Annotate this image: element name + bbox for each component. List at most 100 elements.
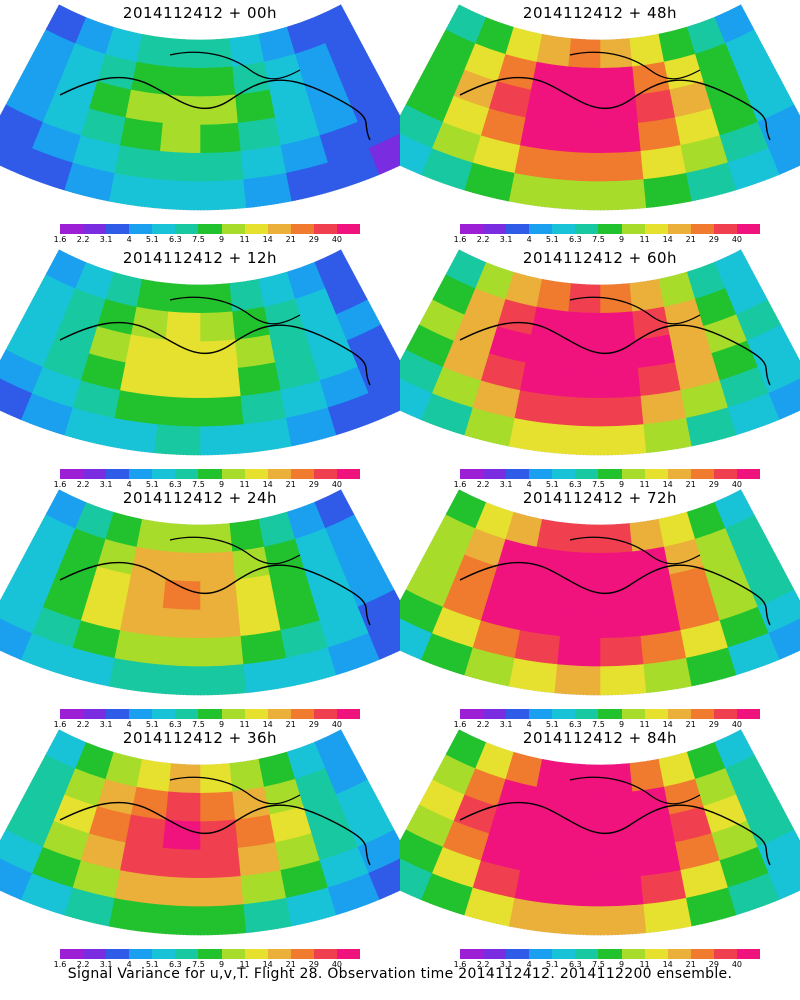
variance-cell xyxy=(535,278,572,313)
variance-map xyxy=(400,4,800,211)
colorbar-swatch xyxy=(598,224,622,234)
variance-cell xyxy=(599,551,636,582)
variance-cell xyxy=(599,66,636,97)
colorbar-tick-label: 9 xyxy=(618,720,625,729)
colorbar-tick-label: 9 xyxy=(618,235,625,244)
colorbar-tick-label: 2.2 xyxy=(76,960,90,969)
colorbar-swatch xyxy=(152,949,176,959)
variance-cell xyxy=(628,518,665,553)
colorbar-tick-label: 7.5 xyxy=(592,480,605,489)
colorbar-labels: 1.6 2.2 3.1 4 5.1 6.3 7.5 9 11 14 21 29 40 xyxy=(454,480,760,490)
colorbar-swatch xyxy=(575,469,599,479)
colorbar-tick-label: 5.1 xyxy=(545,235,559,244)
variance-cell xyxy=(162,94,201,126)
colorbar-swatch xyxy=(60,224,84,234)
colorbar-swatch xyxy=(106,709,130,719)
colorbar-tick-label: 1.6 xyxy=(53,480,67,489)
colorbar-tick-label: 5.1 xyxy=(545,480,559,489)
variance-cell xyxy=(159,847,201,879)
variance-cell xyxy=(631,61,670,96)
colorbar-swatch xyxy=(460,224,484,234)
forecast-panel: 2014112412 + 12h 1.6 2.2 3.1 4 5.1 6.3 7.5 9 11 14… xyxy=(0,245,400,489)
variance-cell xyxy=(530,61,569,96)
variance-cell xyxy=(130,61,169,96)
coastline xyxy=(169,536,301,565)
colorbar-swatch xyxy=(313,469,337,479)
colorbar-swatch xyxy=(290,224,314,234)
colorbar-swatch xyxy=(60,469,84,479)
colorbar-tick-label: 40 xyxy=(331,480,343,489)
variance-cell xyxy=(130,786,169,821)
variance-cell xyxy=(130,546,169,581)
colorbar-swatch xyxy=(552,224,576,234)
colorbar-swatch xyxy=(598,469,622,479)
colorbar-tick-label: 3.1 xyxy=(99,720,113,729)
colorbar-swatch xyxy=(313,949,337,959)
colorbar-tick-label: 29 xyxy=(708,480,719,489)
variance-cell xyxy=(228,33,265,68)
colorbar-tick-label: 5.1 xyxy=(145,235,159,244)
coastline xyxy=(169,296,301,325)
variance-cell xyxy=(199,607,241,639)
colorbar-labels: 1.6 2.2 3.1 4 5.1 6.3 7.5 9 11 14 21 29 40 xyxy=(54,480,360,490)
variance-cell xyxy=(199,311,236,342)
coastline xyxy=(59,802,371,866)
variance-cell xyxy=(599,607,641,639)
variance-cell xyxy=(199,876,244,907)
colorbar-swatch xyxy=(175,709,199,719)
variance-cell xyxy=(199,424,247,456)
colorbar-swatch xyxy=(713,224,737,234)
variance-cell xyxy=(567,283,601,314)
variance-cell xyxy=(0,378,33,420)
colorbar-swatch xyxy=(83,709,107,719)
variance-cell xyxy=(167,763,201,794)
variance-cell xyxy=(599,179,647,211)
colorbar-swatch xyxy=(129,949,153,959)
variance-cell xyxy=(159,607,201,639)
forecast-panel: 2014112412 + 48h 1.6 2.2 3.1 4 5.1 6.3 7.5 9 11 14… xyxy=(400,0,800,244)
colorbar-labels: 1.6 2.2 3.1 4 5.1 6.3 7.5 9 11 14 21 29 40 xyxy=(54,960,360,970)
colorbar-tick-label: 9 xyxy=(218,235,225,244)
colorbar-tick-label: 21 xyxy=(685,480,696,489)
colorbar-swatch xyxy=(483,709,507,719)
colorbar-tick-label: 3.1 xyxy=(99,960,113,969)
colorbar-swatch xyxy=(60,949,84,959)
colorbar-swatch xyxy=(152,224,176,234)
variance-cell xyxy=(135,518,172,553)
variance-cell xyxy=(234,574,276,609)
colorbar-tick-label: 21 xyxy=(285,480,296,489)
colorbar xyxy=(60,469,361,479)
colorbar-swatch xyxy=(460,469,484,479)
colorbar-swatch xyxy=(575,224,599,234)
colorbar-swatch xyxy=(152,709,176,719)
colorbar-tick-label: 40 xyxy=(731,480,743,489)
forecast-panel: 2014112412 + 24h 1.6 2.2 3.1 4 5.1 6.3 7.5 9 11 14… xyxy=(0,485,400,729)
colorbar-tick-label: 29 xyxy=(308,235,319,244)
panel-title: 2014112412 + 72h xyxy=(522,489,678,507)
colorbar-swatch xyxy=(60,709,84,719)
colorbar-swatch xyxy=(175,224,199,234)
colorbar-tick-label: 14 xyxy=(262,235,273,244)
variance-map xyxy=(0,489,400,696)
forecast-panel: 2014112412 + 60h 1.6 2.2 3.1 4 5.1 6.3 7.5 9 11 14… xyxy=(400,245,800,489)
colorbar-tick-label: 14 xyxy=(262,960,273,969)
colorbar-swatch xyxy=(267,224,291,234)
variance-cell xyxy=(530,306,569,341)
variance-cell xyxy=(524,574,566,609)
variance-cell xyxy=(535,518,572,553)
variance-cell xyxy=(162,339,201,371)
variance-cell xyxy=(634,334,676,369)
variance-cell xyxy=(556,151,601,182)
colorbar-tick-label: 14 xyxy=(262,480,273,489)
colorbar-tick-label: 21 xyxy=(285,235,296,244)
forecast-panel: 2014112412 + 72h 1.6 2.2 3.1 4 5.1 6.3 7.5 9 11 14… xyxy=(400,485,800,729)
variance-cell xyxy=(567,38,601,69)
colorbar-tick-label: 5.1 xyxy=(145,480,159,489)
coastline xyxy=(59,322,371,386)
colorbar-tick-label: 1.6 xyxy=(53,720,67,729)
variance-cell xyxy=(124,89,166,124)
colorbar-tick-label: 4 xyxy=(126,720,132,729)
variance-map xyxy=(0,729,400,936)
colorbar-tick-label: 9 xyxy=(218,720,225,729)
colorbar-tick-label: 2.2 xyxy=(476,480,490,489)
